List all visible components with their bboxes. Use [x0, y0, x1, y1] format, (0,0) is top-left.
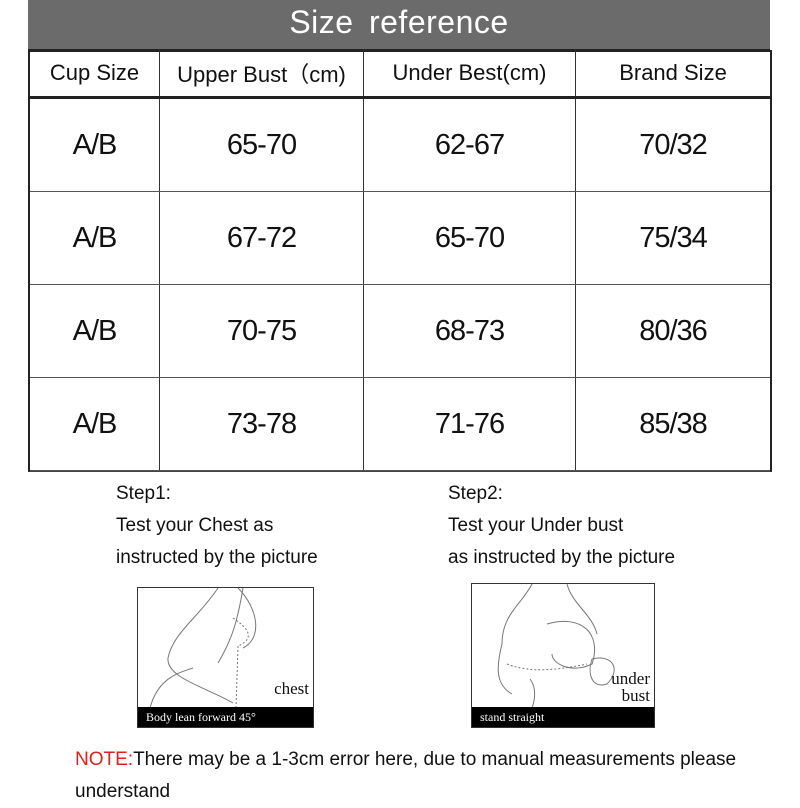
table-row: A/B 67-72 65-70 75/34 — [30, 192, 770, 285]
underbust-measure-illustration: under bust stand straight — [471, 583, 655, 728]
page-title: Size reference — [28, 0, 770, 52]
note-text: There may be a 1-3cm error here, due to … — [75, 749, 737, 802]
step1-label: Step1: — [116, 483, 171, 504]
table-header: Cup Size Upper Bust（cm) Under Best(cm) B… — [30, 50, 770, 99]
cell: 67-72 — [160, 192, 364, 284]
cell: 70-75 — [160, 285, 364, 377]
step1-line1: Test your Chest as — [116, 515, 274, 536]
underbust-caption: stand straight — [472, 707, 654, 727]
step2-instructions: Step2: Test your Under bust as instructe… — [448, 478, 675, 574]
cell: A/B — [30, 378, 160, 470]
step2-label: Step2: — [448, 483, 503, 504]
cell: 75/34 — [639, 221, 708, 254]
table-row: A/B 73-78 71-76 85/38 — [30, 378, 770, 471]
cell: 68-73 — [364, 285, 576, 377]
cell: A/B — [30, 99, 160, 191]
chest-caption: Body lean forward 45° — [138, 707, 313, 727]
cell: 65-70 — [364, 192, 576, 284]
step2-line1: Test your Under bust — [448, 515, 624, 536]
table-row: A/B 65-70 62-67 70/32 — [30, 99, 770, 192]
step1-instructions: Step1: Test your Chest as instructed by … — [116, 478, 318, 574]
cell: 71-76 — [364, 378, 576, 470]
cell: 80/36 — [639, 314, 708, 347]
body-sketch-icon — [497, 584, 615, 708]
measurement-note: NOTE:There may be a 1-3cm error here, du… — [75, 744, 765, 808]
size-table: Cup Size Upper Bust（cm) Under Best(cm) B… — [28, 50, 772, 472]
chest-measure-illustration: chest Body lean forward 45° — [137, 587, 314, 728]
cell: 85/38 — [639, 407, 708, 440]
header-upper-bust: Upper Bust（cm) — [160, 50, 364, 96]
table-row: A/B 70-75 68-73 80/36 — [30, 285, 770, 378]
body-sketch-icon — [149, 588, 257, 708]
cell: 62-67 — [364, 99, 576, 191]
header-brand-size: Brand Size — [619, 60, 727, 85]
header-cup-size: Cup Size — [30, 50, 160, 96]
cell: 70/32 — [639, 128, 708, 161]
step1-line2: instructed by the picture — [116, 547, 318, 568]
cell: A/B — [30, 285, 160, 377]
cell: 73-78 — [160, 378, 364, 470]
header-under-bust: Under Best(cm) — [364, 50, 576, 96]
underbust-label: under bust — [611, 669, 650, 705]
cell: 65-70 — [160, 99, 364, 191]
cell: A/B — [30, 192, 160, 284]
chest-label: chest — [274, 679, 309, 698]
note-prefix: NOTE: — [75, 749, 134, 770]
step2-line2: as instructed by the picture — [448, 547, 676, 568]
